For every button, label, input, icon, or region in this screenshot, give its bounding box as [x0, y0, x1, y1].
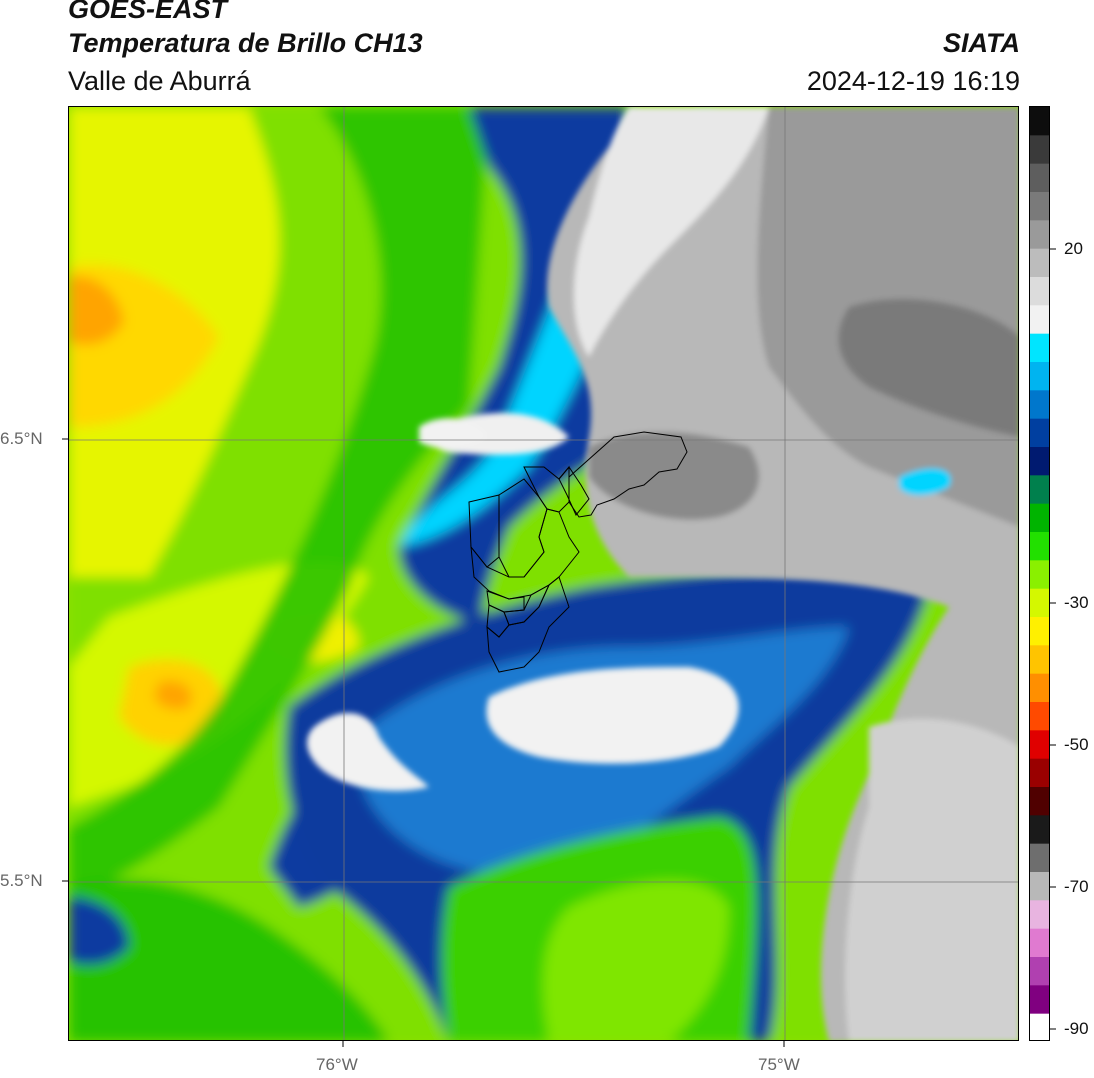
map-svg — [69, 107, 1018, 1040]
aburra-valley-boundaries — [468, 431, 688, 673]
colorbar-band — [1030, 588, 1049, 618]
colorbar-band — [1030, 475, 1049, 505]
colorbar-band — [1030, 277, 1049, 306]
colorbar-band — [1030, 418, 1049, 448]
colorbar-band — [1030, 730, 1049, 760]
colorbar-band — [1030, 957, 1049, 986]
colorbar-band — [1030, 192, 1049, 221]
region-label: Valle de Aburrá — [68, 66, 251, 96]
boundary-bello-west — [468, 494, 500, 568]
lat-label: 6.5°N — [0, 429, 43, 448]
boundary-barbosa — [568, 431, 688, 518]
colorbar-band — [1030, 758, 1049, 788]
colorbar-band — [1030, 248, 1049, 278]
colorbar-band — [1030, 163, 1049, 193]
colorbar-band — [1030, 928, 1049, 958]
colorbar-tick-label: -70 — [1064, 877, 1089, 896]
colorbar-band — [1030, 617, 1049, 646]
colorbar-band — [1030, 787, 1049, 816]
colorbar — [1029, 106, 1050, 1041]
colorbar-band — [1030, 305, 1049, 335]
colorbar-tick-label: -90 — [1064, 1019, 1089, 1038]
lat-label: 5.5°N — [0, 871, 43, 890]
boundary-caldas — [486, 576, 570, 673]
colorbar-band — [1030, 107, 1049, 136]
colorbar-tick-label: 20 — [1064, 239, 1083, 258]
lon-label: 76°W — [316, 1055, 358, 1074]
colorbar-band — [1030, 333, 1049, 363]
colorbar-band — [1030, 872, 1049, 901]
product-title: Temperatura de Brillo CH13 — [68, 28, 423, 58]
colorbar-band — [1030, 503, 1049, 533]
colorbar-band — [1030, 1013, 1049, 1040]
colorbar-band — [1030, 702, 1049, 731]
colorbar-band — [1030, 560, 1049, 590]
colorbar-band — [1030, 843, 1049, 873]
lon-label: 75°W — [758, 1055, 800, 1074]
colorbar-band — [1030, 673, 1049, 703]
colorbar-band — [1030, 390, 1049, 420]
colorbar-tick-label: -50 — [1064, 735, 1089, 754]
colorbar-ticks — [1050, 248, 1056, 1030]
colorbar-band — [1030, 362, 1049, 391]
org-label: SIATA — [943, 28, 1020, 58]
colorbar-band — [1030, 135, 1049, 165]
colorbar-band — [1030, 815, 1049, 845]
colorbar-band — [1030, 645, 1049, 675]
colorbar-band — [1030, 447, 1049, 476]
colorbar-band — [1030, 985, 1049, 1015]
colorbar-band — [1030, 532, 1049, 561]
colorbar-svg — [1030, 107, 1049, 1040]
colorbar-tick-label: -30 — [1064, 593, 1089, 612]
colorbar-band — [1030, 900, 1049, 930]
datetime-label: 2024-12-19 16:19 — [806, 66, 1020, 96]
satellite-title: GOES-EAST — [68, 0, 228, 24]
colorbar-band — [1030, 220, 1049, 250]
brightness-temperature-map — [68, 106, 1019, 1041]
